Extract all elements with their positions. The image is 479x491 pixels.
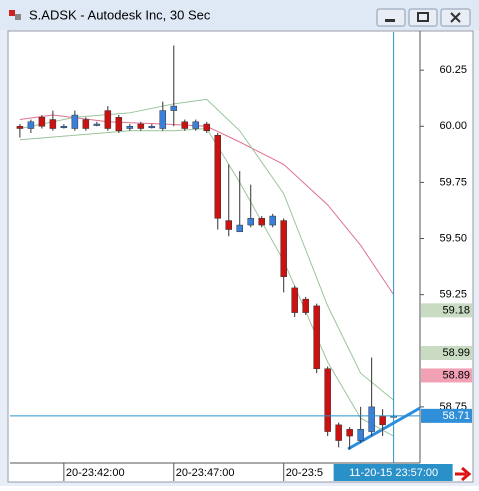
app-icon: [9, 10, 15, 16]
price-tag-label: 58.71: [442, 410, 470, 422]
candle-body: [60, 126, 68, 129]
candle-body: [104, 110, 112, 129]
candle-body: [71, 114, 79, 129]
candle-body: [313, 305, 320, 369]
y-tick-label: 60.25: [439, 64, 467, 76]
maximize-icon: [417, 12, 429, 22]
candle-body: [335, 424, 342, 441]
y-tick-label: 60.00: [439, 120, 467, 132]
indicator-line: [19, 128, 394, 437]
candle-body: [236, 224, 243, 233]
candle-body: [225, 220, 232, 230]
candle-body: [27, 121, 35, 129]
price-tag: [421, 408, 472, 423]
price-tag-label: 59.18: [442, 304, 470, 316]
candle-body: [346, 429, 353, 437]
candle-body: [379, 415, 386, 426]
x-tick-label: 20-23:5: [286, 467, 323, 479]
candle-body: [368, 406, 375, 432]
indicator-line: [19, 98, 394, 401]
x-tick-label: 20-23:47:00: [176, 467, 235, 479]
price-tag: [421, 368, 472, 383]
price-tag-label: 58.89: [442, 369, 470, 381]
y-tick-label: 59.50: [439, 232, 467, 244]
y-tick-label: 59.75: [439, 176, 467, 188]
minimize-icon: [385, 19, 395, 22]
maximize-button[interactable]: [408, 8, 438, 27]
candle-body: [82, 119, 90, 129]
indicator-line: [19, 114, 395, 295]
candle-body: [302, 298, 309, 313]
app-icon: [15, 14, 21, 20]
price-tag: [421, 303, 472, 318]
crosshair-time-label: 11-20-15 23:57:00: [349, 467, 438, 479]
candle-body: [258, 218, 265, 226]
candle-body: [203, 123, 211, 132]
candle-body: [159, 110, 167, 129]
candle-body: [170, 105, 178, 111]
minimize-button[interactable]: [376, 8, 406, 27]
candle-body: [148, 126, 156, 129]
candle-body: [49, 119, 57, 129]
crosshair-time-box: [333, 464, 453, 481]
candle-body: [280, 220, 287, 277]
trend-line[interactable]: [347, 406, 421, 451]
candle-body: [269, 215, 276, 226]
candle-body: [247, 218, 254, 226]
candle-body: [115, 117, 123, 132]
candle-body: [192, 121, 200, 129]
candle-body: [324, 368, 331, 432]
close-icon: [450, 12, 461, 23]
candle-body: [214, 135, 221, 219]
candle-body: [16, 126, 24, 129]
price-tag: [421, 346, 472, 361]
candle-body: [291, 287, 298, 313]
candle-body: [38, 117, 46, 127]
candle-body: [93, 123, 101, 126]
scroll-arrow[interactable]: [455, 466, 472, 482]
x-tick-label: 20-23:42:00: [66, 467, 125, 479]
candle-body: [181, 121, 189, 129]
chart-panel: [7, 30, 474, 483]
candle-body: [126, 126, 134, 129]
y-tick-label: 59.25: [439, 289, 467, 301]
price-tag-label: 58.99: [442, 347, 470, 359]
window-title: S.ADSK - Autodesk Inc, 30 Sec: [29, 7, 211, 22]
candle-body: [357, 429, 364, 441]
candle-body: [137, 123, 145, 129]
